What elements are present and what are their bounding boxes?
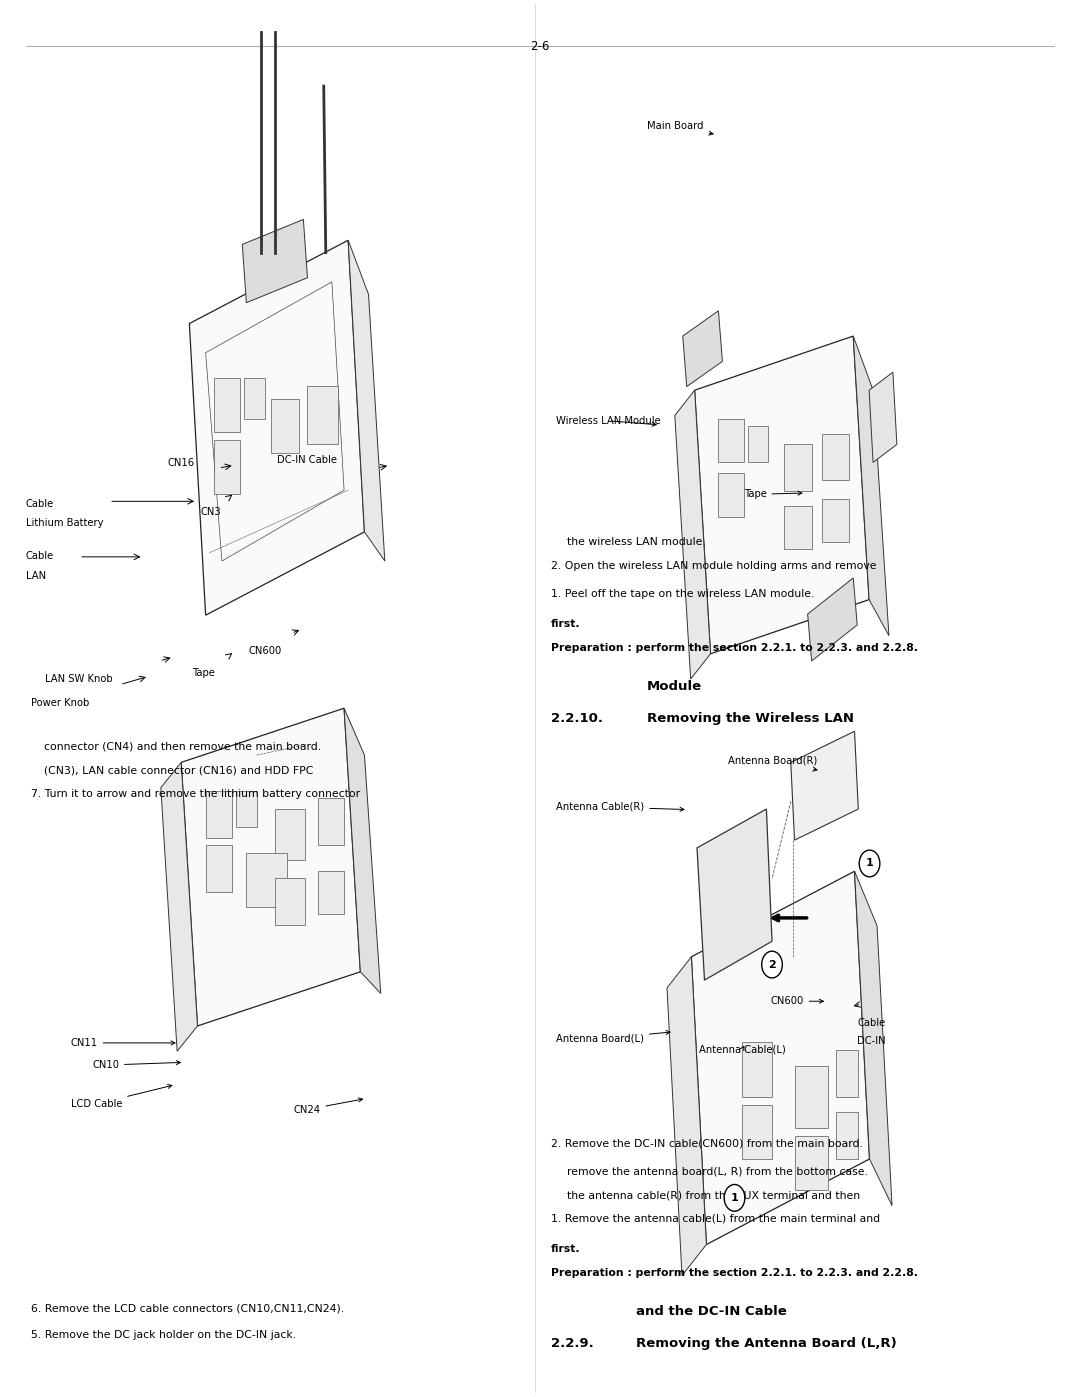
Polygon shape <box>791 731 859 840</box>
Bar <box>795 1136 828 1190</box>
Text: Cable: Cable <box>858 1018 886 1028</box>
Polygon shape <box>345 708 381 993</box>
Bar <box>742 1105 772 1160</box>
Text: 2-6: 2-6 <box>530 41 550 53</box>
Text: DC-IN: DC-IN <box>858 1037 886 1046</box>
Text: Removing the Wireless LAN: Removing the Wireless LAN <box>647 712 854 725</box>
Text: Cable: Cable <box>26 499 54 509</box>
Bar <box>214 440 240 495</box>
Bar <box>318 799 345 845</box>
Text: 2.2.9.: 2.2.9. <box>551 1337 594 1351</box>
Bar <box>784 444 811 492</box>
Bar <box>318 870 345 914</box>
Bar <box>244 377 265 419</box>
Text: DC-IN Cable: DC-IN Cable <box>278 455 337 465</box>
Text: 1: 1 <box>866 859 874 869</box>
Text: first.: first. <box>551 1245 580 1255</box>
Text: 7. Turn it to arrow and remove the lithium battery connector: 7. Turn it to arrow and remove the lithi… <box>31 789 360 799</box>
Bar <box>836 1051 859 1097</box>
Text: Antenna Board(L): Antenna Board(L) <box>556 1031 670 1044</box>
Polygon shape <box>675 390 711 679</box>
Polygon shape <box>161 763 198 1051</box>
Text: first.: first. <box>551 619 580 629</box>
Circle shape <box>761 951 782 978</box>
Bar <box>742 1042 772 1097</box>
Text: Main Board: Main Board <box>647 122 713 136</box>
Bar <box>748 426 768 462</box>
Bar <box>214 377 240 432</box>
Polygon shape <box>694 337 869 654</box>
Text: CN16: CN16 <box>167 458 194 468</box>
Circle shape <box>860 851 880 877</box>
Bar <box>275 877 306 925</box>
Text: Lithium Battery: Lithium Battery <box>26 518 103 528</box>
Bar <box>718 474 744 517</box>
Text: CN11: CN11 <box>70 1038 175 1048</box>
Text: LAN SW Knob: LAN SW Knob <box>45 673 112 683</box>
Polygon shape <box>667 957 706 1275</box>
Text: CN3: CN3 <box>200 507 221 517</box>
Bar <box>784 506 811 549</box>
Text: Tape: Tape <box>744 489 802 499</box>
Bar <box>795 1066 828 1127</box>
Polygon shape <box>854 872 892 1206</box>
Text: Antenna Cable(L): Antenna Cable(L) <box>699 1045 785 1055</box>
Polygon shape <box>189 240 364 615</box>
Polygon shape <box>683 310 723 387</box>
Text: Antenna Board(R): Antenna Board(R) <box>728 756 816 771</box>
Text: the antenna cable(R) from the AUX terminal and then: the antenna cable(R) from the AUX termin… <box>567 1190 860 1200</box>
Text: Cable: Cable <box>26 552 54 562</box>
Bar <box>308 386 338 444</box>
Text: (CN3), LAN cable connector (CN16) and HDD FPC: (CN3), LAN cable connector (CN16) and HD… <box>44 766 313 775</box>
Text: Tape: Tape <box>192 668 215 678</box>
Bar <box>271 398 299 453</box>
Text: LAN: LAN <box>26 571 45 581</box>
Bar <box>275 809 306 861</box>
Text: 2. Open the wireless LAN module holding arms and remove: 2. Open the wireless LAN module holding … <box>551 562 876 571</box>
Polygon shape <box>242 219 308 303</box>
Text: 2.2.10.: 2.2.10. <box>551 712 603 725</box>
Text: Antenna Cable(R): Antenna Cable(R) <box>556 802 684 812</box>
Text: CN24: CN24 <box>294 1098 363 1115</box>
Text: 5. Remove the DC jack holder on the DC-IN jack.: 5. Remove the DC jack holder on the DC-I… <box>31 1330 296 1340</box>
Bar <box>822 499 849 542</box>
Polygon shape <box>697 809 772 981</box>
Bar <box>718 419 744 462</box>
Text: 2: 2 <box>768 960 775 970</box>
Text: CN10: CN10 <box>92 1060 180 1070</box>
Text: 2. Remove the DC-IN cable(CN600) from the main board.: 2. Remove the DC-IN cable(CN600) from th… <box>551 1139 863 1148</box>
Text: LCD Cable: LCD Cable <box>70 1084 172 1109</box>
Text: Wireless LAN Module: Wireless LAN Module <box>556 416 661 426</box>
Polygon shape <box>869 372 896 462</box>
Text: 6. Remove the LCD cable connectors (CN10,CN11,CN24).: 6. Remove the LCD cable connectors (CN10… <box>31 1303 345 1315</box>
Text: connector (CN4) and then remove the main board.: connector (CN4) and then remove the main… <box>44 742 321 752</box>
Polygon shape <box>808 578 858 661</box>
Text: Power Knob: Power Knob <box>31 698 90 708</box>
Text: Module: Module <box>647 680 702 693</box>
Circle shape <box>725 1185 745 1211</box>
Text: CN600: CN600 <box>248 645 282 655</box>
Text: CN600: CN600 <box>770 996 823 1006</box>
Text: Preparation : perform the section 2.2.1. to 2.2.3. and 2.2.8.: Preparation : perform the section 2.2.1.… <box>551 1268 918 1278</box>
Bar <box>836 1112 859 1160</box>
Polygon shape <box>691 872 869 1245</box>
Bar <box>237 791 257 827</box>
Bar <box>822 433 849 481</box>
Polygon shape <box>853 337 889 636</box>
Text: 1: 1 <box>731 1193 739 1203</box>
Text: the wireless LAN module.: the wireless LAN module. <box>567 538 705 548</box>
Text: Preparation : perform the section 2.2.1. to 2.2.3. and 2.2.8.: Preparation : perform the section 2.2.1.… <box>551 643 918 652</box>
Bar <box>205 845 232 893</box>
Text: Removing the Antenna Board (L,R): Removing the Antenna Board (L,R) <box>636 1337 897 1351</box>
Polygon shape <box>348 240 384 562</box>
Polygon shape <box>181 708 361 1025</box>
Text: 1. Remove the antenna cable(L) from the main terminal and: 1. Remove the antenna cable(L) from the … <box>551 1214 880 1224</box>
Bar <box>246 852 287 907</box>
Text: 1. Peel off the tape on the wireless LAN module.: 1. Peel off the tape on the wireless LAN… <box>551 588 814 599</box>
Text: and the DC-IN Cable: and the DC-IN Cable <box>636 1305 787 1319</box>
Bar <box>205 791 232 838</box>
Text: remove the antenna board(L, R) from the bottom case.: remove the antenna board(L, R) from the … <box>567 1166 867 1176</box>
